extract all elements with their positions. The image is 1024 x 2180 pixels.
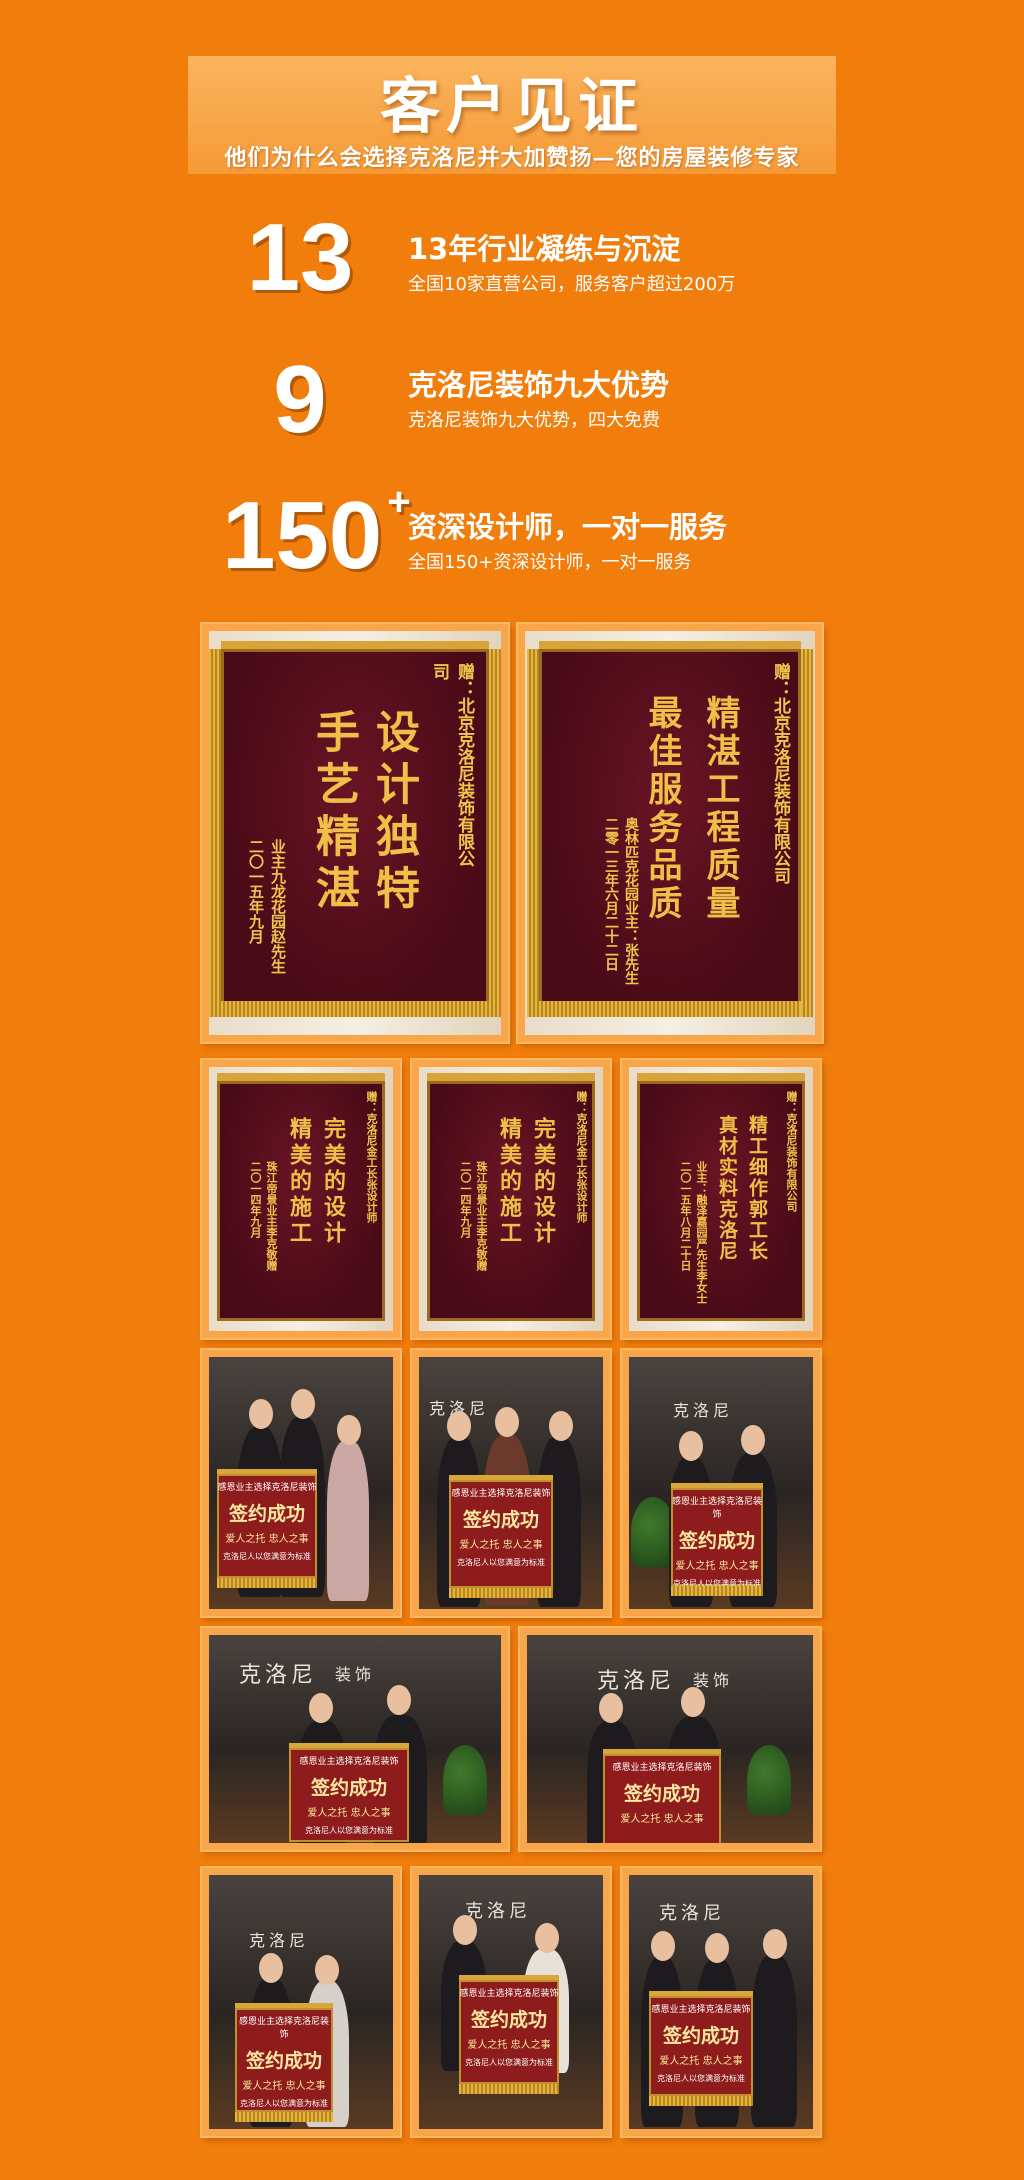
- pennant-photo-4: 赠：克洛尼金工长张设计师 完美的设计 精美的施工 珠江帝景业主李克敬赠 二〇一四…: [412, 1060, 610, 1338]
- stat-number-suffix: +: [387, 480, 411, 524]
- stat-description: 全国150+资深设计师，一对一服务: [408, 552, 692, 573]
- customer-photo-6: 克洛尼 感恩业主选择克洛尼装饰 签约成功 爱人之托 忠人之事 克洛尼人以您满意为…: [202, 1868, 400, 2136]
- stat-heading: 13年行业凝练与沉淀: [408, 232, 681, 266]
- signage-suffix: 装饰: [693, 1671, 734, 1690]
- pennant-donor: 奥林匹克花园业主：张先生: [623, 817, 639, 985]
- signage: 克洛尼: [249, 1931, 310, 1950]
- pennant-line-2: 真材实料克洛尼: [716, 1115, 738, 1262]
- stat-row-3: 150 +: [222, 482, 422, 584]
- pennant-donor: 业主九龙花园赵先生: [269, 839, 287, 974]
- pennant-line-1: 设计独特: [368, 709, 419, 917]
- stat-number: 13: [246, 204, 354, 311]
- pennant-recipient: 赠：北京克洛尼装饰有限公司: [770, 663, 790, 884]
- pennant-donor: 珠江帝景业主李克敬赠: [475, 1161, 488, 1271]
- pennant-line-2: 最佳服务品质: [642, 695, 682, 923]
- customer-photo-2: 克洛尼 感恩业主选择克洛尼装饰 签约成功 爱人之托 忠人之事 克洛尼人以您满意为…: [412, 1350, 610, 1616]
- customer-pennant: 感恩业主选择克洛尼装饰 签约成功 爱人之托 忠人之事 克洛尼人以您满意为标准: [289, 1743, 409, 1842]
- pennant-line-2: 手艺精湛: [308, 709, 359, 917]
- customer-photo-5: 克洛尼 装饰 感恩业主选择克洛尼装饰 签约成功 爱人之托 忠人之事: [520, 1628, 820, 1850]
- customer-pennant: 感恩业主选择克洛尼装饰 签约成功 爱人之托 忠人之事 克洛尼人以您满意为标准: [671, 1483, 763, 1596]
- pennant-donor: 业主：融泽嘉园严先生李女士: [695, 1161, 708, 1304]
- pennant-photo-1: 赠：北京克洛尼装饰有限公司 设计独特 手艺精湛 业主九龙花园赵先生 二〇一五年九…: [202, 624, 508, 1042]
- pennant-recipient: 赠：北京克洛尼装饰有限公司: [429, 663, 474, 867]
- pennant-line-1: 精湛工程质量: [700, 695, 740, 923]
- pennant-photo-5: 赠：克洛尼装饰有限公司 精工细作郭工长 真材实料克洛尼 业主：融泽嘉园严先生李女…: [622, 1060, 820, 1338]
- pennant-photo-2: 赠：北京克洛尼装饰有限公司 精湛工程质量 最佳服务品质 奥林匹克花园业主：张先生…: [518, 624, 822, 1042]
- pennant-recipient: 赠：克洛尼金工长张设计师: [575, 1091, 588, 1223]
- pennant-line-2: 精美的施工: [496, 1117, 522, 1247]
- pennant-photo-3: 赠：克洛尼金工长张设计师 完美的设计 精美的施工 珠江帝景业主李克敬赠 二〇一四…: [202, 1060, 400, 1338]
- pennant-banner: 赠：克洛尼金工长张设计师 完美的设计 精美的施工 珠江帝景业主李克敬赠 二〇一四…: [217, 1073, 385, 1321]
- pennant-banner: 赠：克洛尼装饰有限公司 精工细作郭工长 真材实料克洛尼 业主：融泽嘉园严先生李女…: [637, 1073, 805, 1321]
- pennant-donor: 珠江帝景业主李克敬赠: [265, 1161, 278, 1271]
- pennant-recipient: 赠：克洛尼装饰有限公司: [785, 1091, 798, 1212]
- signage: 克洛尼: [673, 1401, 734, 1420]
- customer-pennant: 感恩业主选择克洛尼装饰 签约成功 爱人之托 忠人之事 克洛尼人以您满意为标准: [649, 1991, 753, 2106]
- pennant-date: 二〇一四年九月: [459, 1161, 472, 1238]
- stat-description: 全国10家直营公司，服务客户超过200万: [408, 274, 736, 295]
- pennant-line-1: 完美的设计: [320, 1117, 346, 1247]
- pennant-date: 二〇一五年九月: [247, 839, 265, 944]
- pennant-line-1: 完美的设计: [530, 1117, 556, 1247]
- pennant-line-2: 精美的施工: [286, 1117, 312, 1247]
- customer-pennant: 感恩业主选择克洛尼装饰 签约成功 爱人之托 忠人之事 克洛尼人以您满意为标准: [449, 1475, 553, 1598]
- stat-heading: 资深设计师，一对一服务: [408, 510, 728, 544]
- signage: 克洛尼: [597, 1669, 676, 1694]
- pennant-recipient: 赠：克洛尼金工长张设计师: [365, 1091, 378, 1223]
- customer-pennant: 感恩业主选择克洛尼装饰 签约成功 爱人之托 忠人之事 克洛尼人以您满意为标准: [217, 1469, 317, 1588]
- customer-pennant: 感恩业主选择克洛尼装饰 签约成功 爱人之托 忠人之事: [603, 1749, 721, 1843]
- pennant-line-1: 精工细作郭工长: [746, 1115, 768, 1262]
- stat-heading: 克洛尼装饰九大优势: [408, 368, 670, 402]
- stat-description: 克洛尼装饰九大优势，四大免费: [408, 410, 660, 431]
- customer-pennant: 感恩业主选择克洛尼装饰 签约成功 爱人之托 忠人之事 克洛尼人以您满意为标准: [459, 1975, 559, 2094]
- signage-suffix: 装饰: [335, 1665, 376, 1684]
- pennant-banner: 赠：北京克洛尼装饰有限公司 精湛工程质量 最佳服务品质 奥林匹克花园业主：张先生…: [527, 641, 813, 1017]
- customer-photo-1: 感恩业主选择克洛尼装饰 签约成功 爱人之托 忠人之事 克洛尼人以您满意为标准: [202, 1350, 400, 1616]
- stat-row-2: 9: [240, 352, 360, 448]
- customer-photo-3: 克洛尼 感恩业主选择克洛尼装饰 签约成功 爱人之托 忠人之事 克洛尼人以您满意为…: [622, 1350, 820, 1616]
- pennant-date: 二零一三年六月二十二日: [603, 817, 619, 971]
- pennant-date: 二〇一四年九月: [249, 1161, 262, 1238]
- signage: 克洛尼: [465, 1901, 531, 1922]
- page-title: 客户见证: [380, 72, 644, 142]
- customer-photo-7: 克洛尼 感恩业主选择克洛尼装饰 签约成功 爱人之托 忠人之事 克洛尼人以您满意为…: [412, 1868, 610, 2136]
- header-banner: [188, 56, 836, 174]
- stat-row-1: 13: [240, 210, 360, 306]
- signage: 克洛尼: [429, 1399, 490, 1418]
- customer-pennant: 感恩业主选择克洛尼装饰 签约成功 爱人之托 忠人之事 克洛尼人以您满意为标准: [235, 2003, 333, 2122]
- pennant-banner: 赠：北京克洛尼装饰有限公司 设计独特 手艺精湛 业主九龙花园赵先生 二〇一五年九…: [209, 641, 501, 1017]
- customer-photo-8: 克洛尼 感恩业主选择克洛尼装饰 签约成功 爱人之托 忠人之事 克洛尼人以您满意为…: [622, 1868, 820, 2136]
- signage: 克洛尼: [659, 1903, 725, 1924]
- pennant-date: 二〇一五年八月二十日: [679, 1161, 692, 1271]
- stat-number: 9: [273, 346, 327, 453]
- signage: 克洛尼: [239, 1663, 318, 1688]
- pennant-banner: 赠：克洛尼金工长张设计师 完美的设计 精美的施工 珠江帝景业主李克敬赠 二〇一四…: [427, 1073, 595, 1321]
- customer-photo-4: 克洛尼 装饰 感恩业主选择克洛尼装饰 签约成功 爱人之托 忠人之事 克洛尼人以您…: [202, 1628, 508, 1850]
- page-subtitle: 他们为什么会选择克洛尼并大加赞扬—您的房屋装修专家: [224, 145, 800, 171]
- stat-number: 150: [222, 482, 383, 589]
